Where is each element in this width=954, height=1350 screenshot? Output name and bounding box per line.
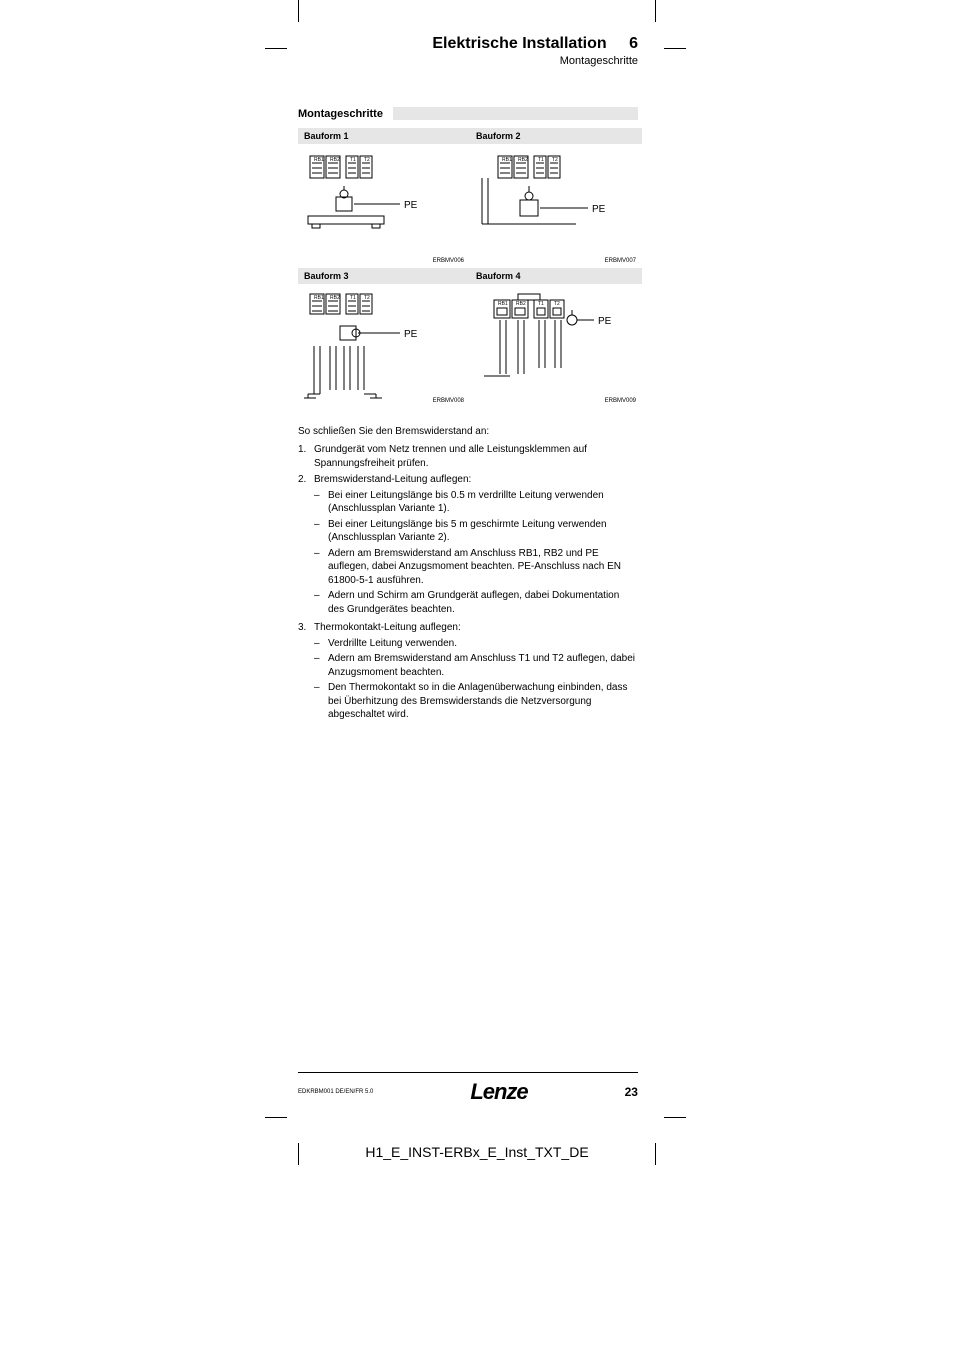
pe-label: PE — [404, 200, 418, 211]
page-number: 23 — [625, 1085, 638, 1099]
page-footer: EDKRBM001 DE/EN/FR 5.0 Lenze 23 — [298, 1072, 638, 1105]
svg-text:T2: T2 — [364, 295, 370, 301]
substep-item: Verdrillte Leitung verwenden. — [314, 637, 638, 651]
diagram-svg-2: RB1 RB2 T1 T2 PE — [476, 150, 636, 260]
substeps-list: Bei einer Leitungslänge bis 0.5 m verdri… — [314, 489, 638, 617]
intro-text: So schließen Sie den Bremswiderstand an: — [298, 426, 638, 437]
section-title: Montageschritte — [298, 108, 383, 120]
step-item: 2. Bremswiderstand-Leitung auflegen: Bei… — [298, 473, 638, 618]
diagram-label: Bauform 4 — [470, 268, 642, 284]
substep-item: Adern am Bremswiderstand am Anschluss RB… — [314, 547, 638, 588]
svg-text:RB2: RB2 — [330, 157, 340, 163]
substep-item: Bei einer Leitungslänge bis 0.5 m verdri… — [314, 489, 638, 516]
diagram-label: Bauform 3 — [298, 268, 470, 284]
pe-label: PE — [404, 329, 418, 340]
chapter-subtitle: Montageschritte — [298, 55, 638, 67]
chapter-title: Elektrische Installation — [432, 35, 606, 52]
svg-text:T1: T1 — [350, 295, 356, 301]
section-bar — [393, 107, 638, 120]
diagram-cell-4: Bauform 4 — [470, 268, 642, 408]
diagram-svg-4: RB1 RB2 T1 T2 PE — [476, 290, 636, 410]
svg-text:RB2: RB2 — [516, 301, 526, 307]
step-item: 1. Grundgerät vom Netz trennen und alle … — [298, 443, 638, 470]
svg-text:RB1: RB1 — [498, 301, 508, 307]
svg-text:T2: T2 — [554, 301, 560, 307]
diagram-cell-2: Bauform 2 — [470, 128, 642, 268]
svg-text:T2: T2 — [552, 157, 558, 163]
diagram-code: ERBMV008 — [433, 398, 464, 404]
brand-logo: Lenze — [470, 1079, 527, 1105]
section-heading-row: Montageschritte — [298, 107, 638, 120]
pe-label: PE — [598, 316, 612, 327]
svg-text:T2: T2 — [364, 157, 370, 163]
svg-text:RB1: RB1 — [502, 157, 512, 163]
diagram-cell-1: Bauform 1 — [298, 128, 470, 268]
diagram-label: Bauform 1 — [298, 128, 470, 144]
svg-text:T1: T1 — [350, 157, 356, 163]
substep-item: Adern am Bremswiderstand am Anschluss T1… — [314, 652, 638, 679]
step-item: 3. Thermokontakt-Leitung auflegen: Verdr… — [298, 621, 638, 724]
diagram-code: ERBMV007 — [605, 258, 636, 264]
svg-text:RB1: RB1 — [314, 157, 324, 163]
diagram-svg-1: RB1 RB2 T1 T2 PE — [304, 150, 464, 260]
diagram-code: ERBMV006 — [433, 258, 464, 264]
svg-text:RB1: RB1 — [314, 295, 324, 301]
substep-item: Bei einer Leitungslänge bis 5 m geschirm… — [314, 518, 638, 545]
chapter-number: 6 — [629, 35, 638, 52]
page-header: Elektrische Installation 6 Montageschrit… — [298, 35, 638, 67]
page-content: Elektrische Installation 6 Montageschrit… — [298, 35, 638, 727]
svg-text:RB2: RB2 — [518, 157, 528, 163]
substep-item: Adern und Schirm am Grundgerät auflegen,… — [314, 589, 638, 616]
diagram-code: ERBMV009 — [605, 398, 636, 404]
footer-code: H1_E_INST-ERBx_E_Inst_TXT_DE — [0, 1144, 954, 1160]
substep-item: Den Thermokontakt so in die Anlagenüberw… — [314, 681, 638, 722]
substeps-list: Verdrillte Leitung verwenden. Adern am B… — [314, 637, 638, 722]
diagram-cell-3: Bauform 3 — [298, 268, 470, 408]
diagram-grid: Bauform 1 — [298, 128, 638, 408]
diagram-label: Bauform 2 — [470, 128, 642, 144]
svg-text:RB2: RB2 — [330, 295, 340, 301]
doc-id: EDKRBM001 DE/EN/FR 5.0 — [298, 1089, 373, 1095]
svg-text:T1: T1 — [538, 157, 544, 163]
diagram-svg-3: RB1 RB2 T1 T2 PE — [304, 290, 464, 410]
svg-text:T1: T1 — [538, 301, 544, 307]
steps-list: 1. Grundgerät vom Netz trennen und alle … — [298, 443, 638, 724]
pe-label: PE — [592, 204, 606, 215]
